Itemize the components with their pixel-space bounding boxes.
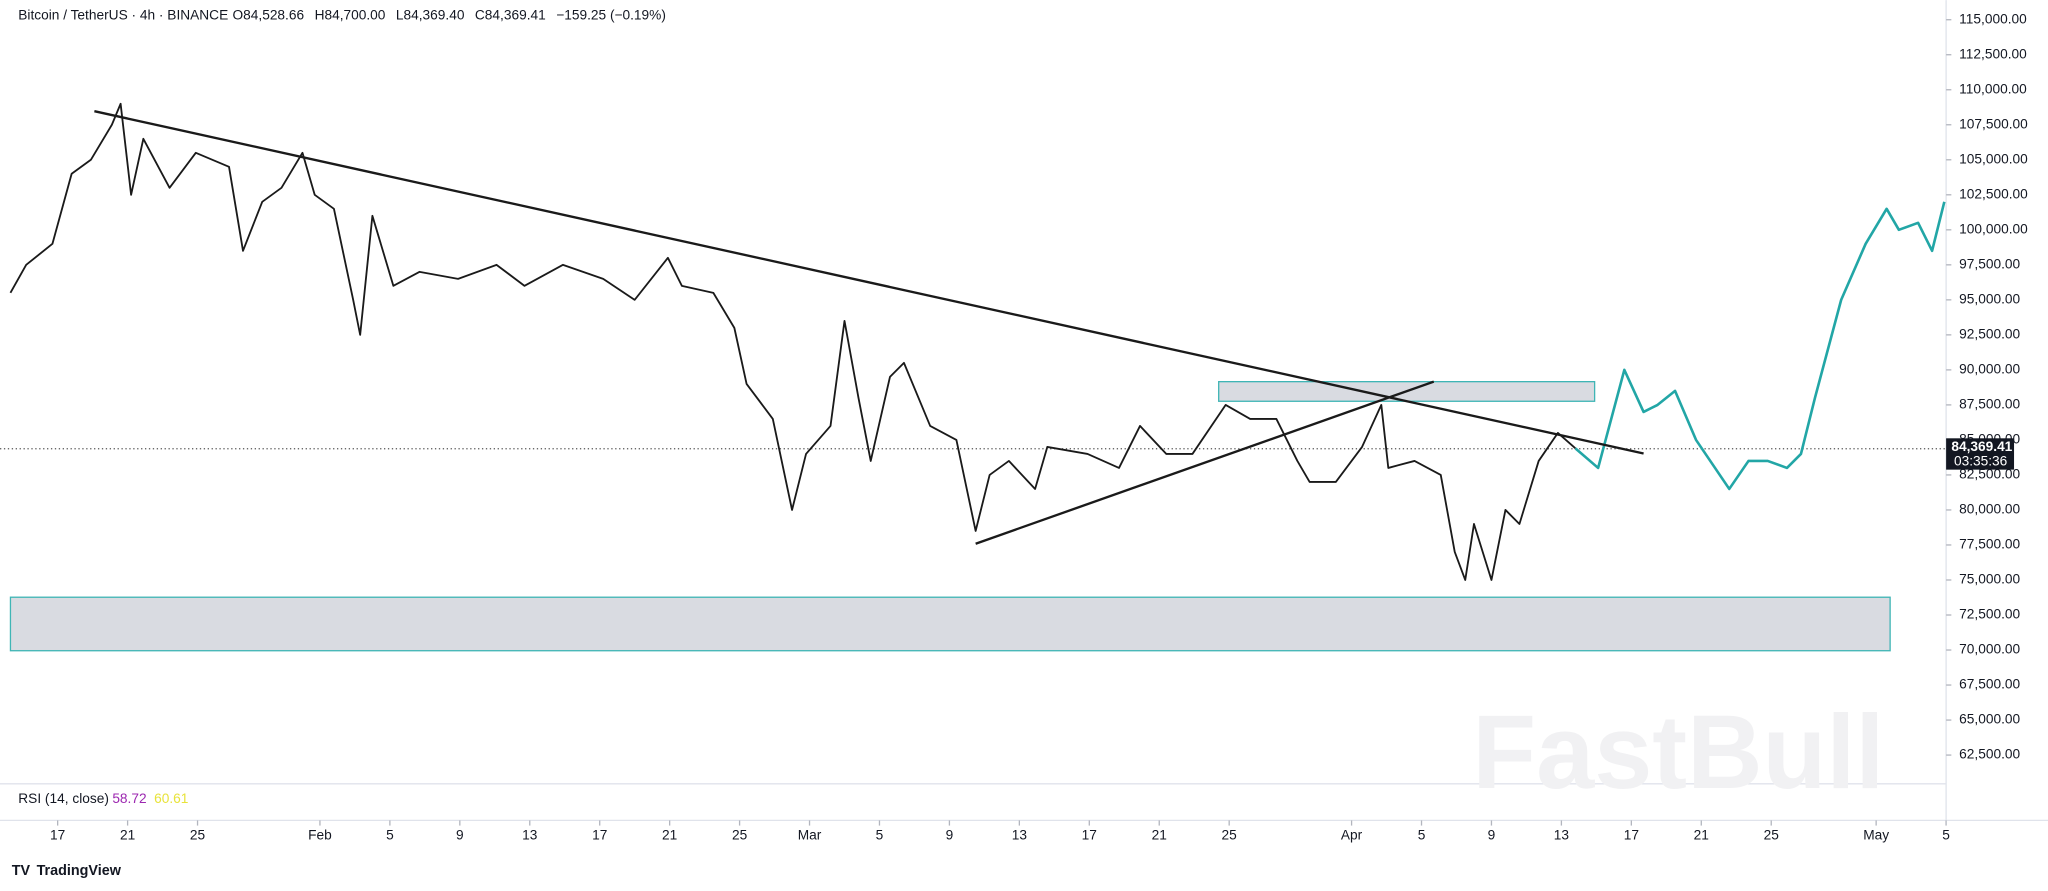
x-tick-label: 25: [732, 828, 748, 843]
ohlc-value: −159.25 (−0.19%): [556, 7, 666, 22]
brand: TradingView: [37, 863, 122, 879]
brand-logo: TV: [12, 863, 31, 879]
countdown: 03:35:36: [1954, 453, 2008, 468]
x-tick-label: 17: [50, 828, 65, 843]
x-tick-label: 25: [1764, 828, 1780, 843]
trendline: [975, 380, 1435, 545]
y-tick-label: 115,000.00: [1959, 11, 2027, 26]
watermark: FastBull: [1472, 694, 1884, 811]
x-tick-label: 5: [386, 828, 394, 843]
y-tick-label: 80,000.00: [1959, 502, 2020, 517]
price-line: [1574, 201, 1946, 491]
x-tick-label: 17: [592, 828, 607, 843]
x-tick-label: 21: [1152, 828, 1167, 843]
x-tick-label: 13: [522, 828, 538, 843]
y-tick-label: 107,500.00: [1959, 116, 2028, 131]
x-tick-label: Apr: [1341, 828, 1363, 843]
x-tick-label: 17: [1624, 828, 1639, 843]
y-tick-label: 87,500.00: [1959, 397, 2020, 412]
price-label-box: [1946, 438, 2015, 470]
trendline: [94, 110, 1644, 455]
symbol-title: Bitcoin / TetherUS · 4h · BINANCE: [18, 7, 228, 22]
plot: [0, 102, 1947, 652]
rsi-value: 58.72: [112, 791, 146, 806]
ohlc-value: L84,369.40: [396, 7, 465, 22]
y-tick-label: 100,000.00: [1959, 221, 2028, 236]
x-tick-label: 21: [1694, 828, 1709, 843]
y-tick-label: 95,000.00: [1959, 291, 2020, 306]
y-tick-label: 110,000.00: [1959, 81, 2027, 96]
y-tick-label: 82,500.00: [1959, 467, 2020, 482]
ohlc-value: O84,528.66: [232, 7, 304, 22]
x-tick-label: 13: [1012, 828, 1028, 843]
rsi-name: RSI (14, close): [18, 791, 109, 806]
ohlc-value: H84,700.00: [315, 7, 386, 22]
y-tick-label: 90,000.00: [1959, 362, 2020, 377]
y-tick-label: 70,000.00: [1959, 642, 2020, 657]
zone: [9, 596, 1891, 652]
x-tick-label: 5: [1418, 828, 1426, 843]
y-tick-label: 65,000.00: [1959, 712, 2020, 727]
y-tick-label: 105,000.00: [1959, 151, 2028, 166]
x-tick-label: 13: [1554, 828, 1570, 843]
price-label: 84,369.41: [1951, 439, 2012, 454]
price-line: [9, 102, 1576, 581]
rsi-value: 60.61: [154, 791, 188, 806]
y-tick-label: 62,500.00: [1959, 747, 2020, 762]
x-tick-label: 5: [876, 828, 884, 843]
x-tick-label: 21: [662, 828, 677, 843]
x-tick-label: 5: [1942, 828, 1950, 843]
y-tick-label: 102,500.00: [1959, 186, 2028, 201]
x-tick-label: 25: [1222, 828, 1238, 843]
x-tick-label: 9: [1488, 828, 1496, 843]
y-tick-label: 92,500.00: [1959, 326, 2020, 341]
y-tick-label: 72,500.00: [1959, 607, 2020, 622]
x-tick-label: 21: [120, 828, 135, 843]
x-tick-label: 9: [456, 828, 464, 843]
x-tick-label: 25: [190, 828, 206, 843]
y-tick-label: 97,500.00: [1959, 256, 2020, 271]
y-tick-label: 112,500.00: [1959, 46, 2027, 61]
y-tick-label: 67,500.00: [1959, 677, 2020, 692]
x-tick-label: Feb: [308, 828, 332, 843]
x-tick-label: 17: [1082, 828, 1097, 843]
y-tick-label: 77,500.00: [1959, 537, 2020, 552]
y-tick-label: 75,000.00: [1959, 572, 2020, 587]
x-tick-label: 9: [946, 828, 954, 843]
ohlc-value: C84,369.41: [475, 7, 546, 22]
x-tick-label: Mar: [798, 828, 822, 843]
x-tick-label: May: [1863, 828, 1889, 843]
